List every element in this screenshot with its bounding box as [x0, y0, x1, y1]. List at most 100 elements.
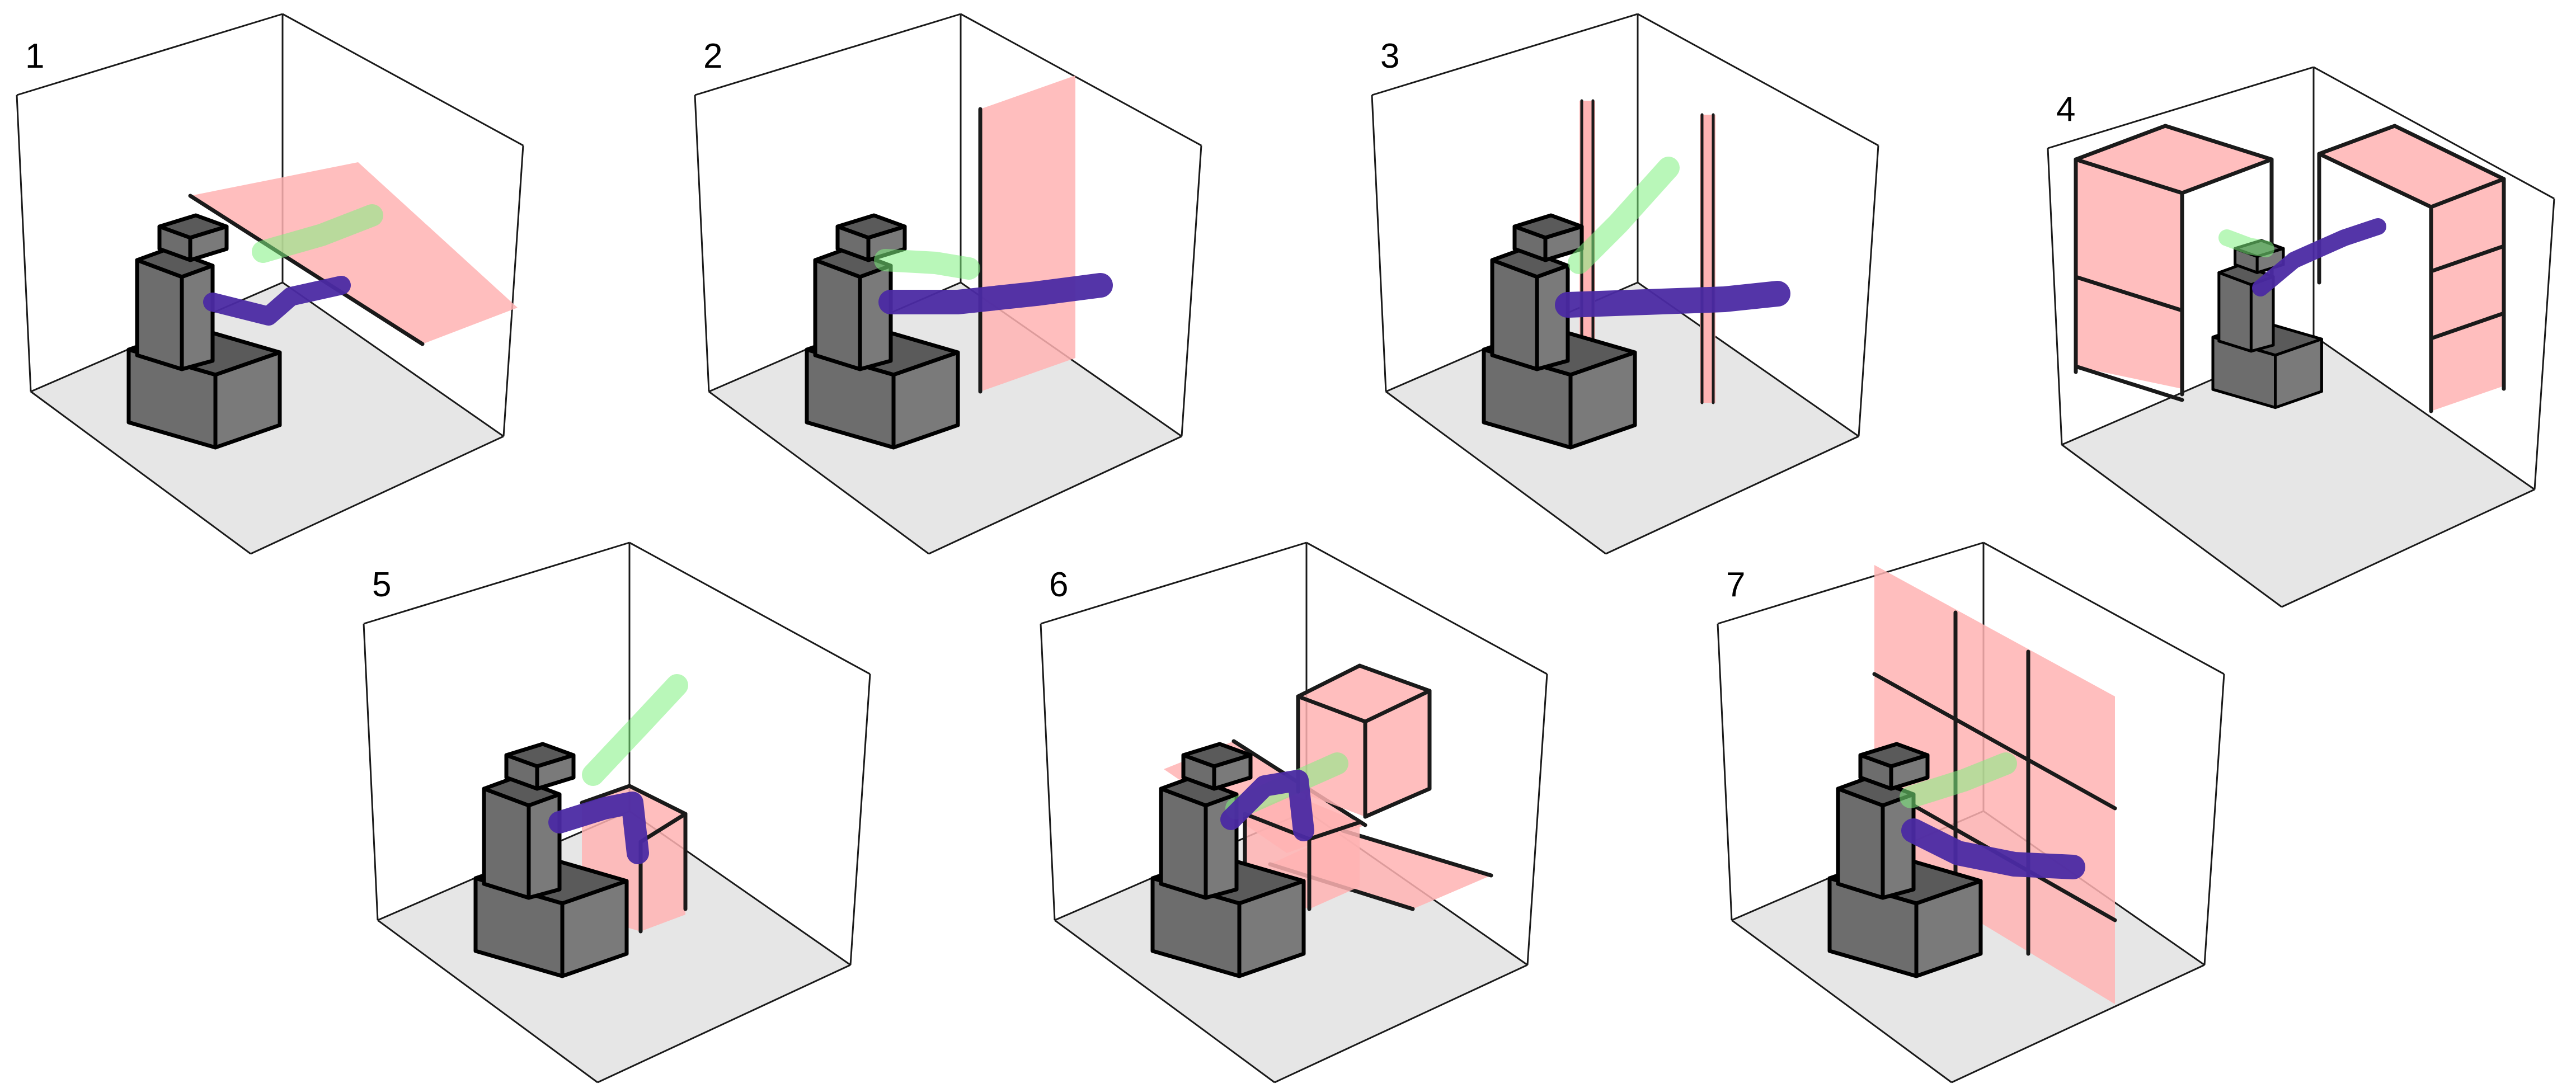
box-edge: [2313, 335, 2535, 491]
arm-start-pose: [874, 249, 980, 280]
panel-5: [363, 541, 871, 1084]
panel-label-5: 5: [372, 566, 392, 604]
panel-label-2: 2: [703, 37, 723, 76]
box-edge: [30, 390, 251, 555]
obstacle-edge: [188, 194, 425, 346]
obstacle-grid-window: [1827, 565, 2117, 1004]
robot-column-side: [180, 263, 215, 371]
obstacle-edge: [2429, 244, 2506, 274]
obstacle-edge: [2180, 157, 2274, 195]
box-edge: [2061, 444, 2282, 608]
box-edge: [1717, 623, 1733, 921]
panel-label-4: 4: [2056, 90, 2076, 129]
robot-head-side: [1212, 753, 1253, 791]
box-edge: [694, 13, 961, 96]
box-edge: [502, 145, 524, 437]
obstacle-edge: [1307, 820, 1362, 841]
robot-column-side: [858, 263, 893, 371]
robot-column-front: [813, 258, 862, 371]
panel-3: [1371, 13, 1879, 555]
shelf-right-face: [2431, 179, 2504, 411]
obstacle-edge: [2429, 311, 2506, 341]
box-edge: [1371, 13, 1638, 96]
box-edge: [363, 541, 630, 625]
robot: [473, 742, 629, 978]
obstacle-edge: [2429, 177, 2506, 209]
box-edge: [1983, 541, 2225, 675]
robot-base-side: [1914, 879, 1983, 978]
obstacle-plane: [190, 162, 518, 344]
box-edge: [1605, 435, 1859, 555]
obstacle-edge: [2074, 364, 2184, 402]
panel-1: [16, 13, 524, 555]
arm-final-pose: [1555, 281, 1790, 318]
box-edge: [1181, 145, 1202, 437]
box-edge: [928, 435, 1182, 555]
shelf-left-face: [2076, 159, 2182, 389]
box-edge: [1858, 145, 1879, 437]
box-edge: [282, 281, 504, 437]
arm-start-pose: [1900, 752, 2017, 808]
box-edge: [1040, 541, 1307, 625]
obstacle-edge: [2074, 157, 2184, 195]
box-edge: [597, 964, 851, 1084]
obstacle-vertical-wall: [805, 76, 1113, 450]
box-edge: [2281, 488, 2535, 608]
obstacle-edge: [1363, 786, 1432, 819]
box-edge: [363, 623, 379, 921]
arm-final-pose: [2252, 218, 2386, 296]
obstacle-edge: [638, 812, 688, 844]
robot-base-side: [1237, 879, 1306, 978]
panel-label-7: 7: [1726, 566, 1746, 604]
box-edge: [1306, 541, 1548, 675]
panel-6: [1040, 541, 1548, 1084]
panel-label-3: 3: [1380, 37, 1400, 76]
box-edge: [16, 95, 32, 392]
robot: [126, 213, 282, 450]
box-edge: [708, 390, 929, 555]
robot-base-side: [1568, 350, 1637, 450]
box-edge: [629, 541, 871, 675]
robot-base-side: [213, 350, 282, 450]
box-edge: [2047, 66, 2314, 149]
panel-2: [694, 13, 1202, 555]
arm-start-pose: [1568, 157, 1680, 274]
box-edge: [1717, 541, 1984, 625]
obstacle-edge: [1357, 663, 1432, 693]
obstacle-two-shelves: [2074, 124, 2506, 413]
obstacle-edge: [580, 784, 632, 805]
obstacle-edge: [627, 784, 688, 816]
obstacle-edge: [1872, 672, 2117, 811]
box-edge: [1951, 964, 2205, 1084]
panel-4: [2047, 66, 2555, 608]
panel-7: [1717, 541, 2225, 1084]
shelf-right-top: [2319, 126, 2504, 207]
robot: [2211, 239, 2323, 409]
arm-final-pose: [1901, 818, 2085, 879]
box-edge: [16, 13, 283, 96]
arm-final-pose: [878, 273, 1113, 314]
arm-final-pose: [1220, 770, 1314, 841]
obstacle-cube-and-plates: [1150, 663, 1493, 978]
robot-column-front: [135, 258, 184, 371]
obstacle-edge: [2317, 124, 2397, 156]
obstacle-edge: [2163, 124, 2274, 162]
obstacle-edge: [2392, 124, 2506, 181]
box-edge: [1637, 13, 1879, 147]
robot-column-side: [1881, 792, 1916, 900]
box-edge: [1054, 919, 1275, 1084]
obstacle-edge: [1296, 663, 1362, 699]
robot-base-side: [2274, 337, 2323, 409]
box-edge: [2533, 198, 2555, 490]
arm-start-pose: [2218, 229, 2274, 257]
obstacle-open-box: [473, 674, 688, 978]
robot-column-front: [1490, 258, 1539, 371]
box-edge: [2203, 673, 2225, 965]
box-edge: [960, 13, 1202, 147]
robot-column-front: [1159, 786, 1208, 900]
obstacle-edge: [1363, 689, 1432, 724]
obstacle-edge: [1296, 694, 1367, 724]
box-edge: [1274, 964, 1528, 1084]
arm-final-pose: [548, 792, 649, 864]
